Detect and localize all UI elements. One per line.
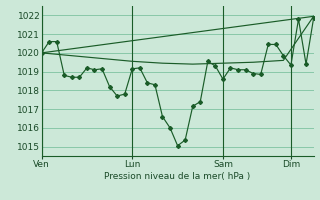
X-axis label: Pression niveau de la mer( hPa ): Pression niveau de la mer( hPa ) bbox=[104, 172, 251, 181]
